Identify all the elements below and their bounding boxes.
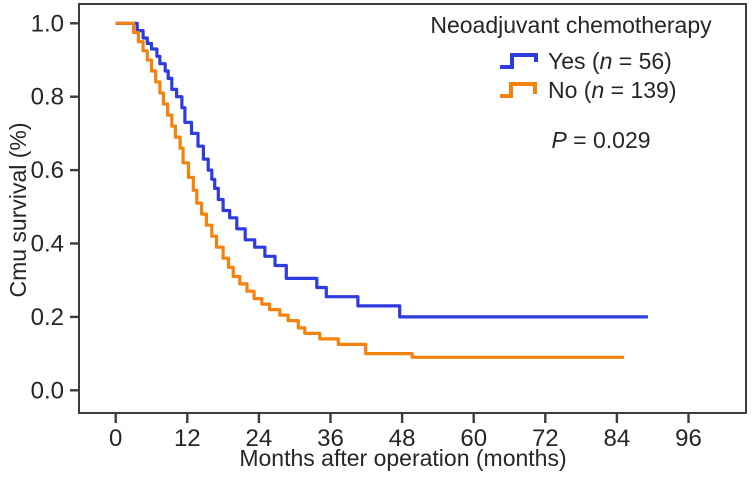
km-curve-yes: [115, 21, 648, 319]
legend-label-yes-n: n: [600, 48, 613, 74]
y-tick-label: 1.0: [31, 10, 64, 37]
x-tick-label: 96: [675, 425, 702, 452]
x-tick-label: 60: [460, 425, 487, 452]
legend-label-no-post: = 139): [604, 77, 676, 103]
p-value-text: = 0.029: [567, 127, 651, 153]
legend: Neoadjuvant chemotherapy Yes (n = 56) No…: [430, 12, 712, 153]
y-axis-label: Cmu survival (%): [5, 122, 31, 297]
x-axis-ticks: 0 12 24 36 48 60 72 84 96: [109, 413, 702, 452]
x-tick-label: 24: [246, 425, 273, 452]
x-tick-label: 12: [174, 425, 201, 452]
km-curve-no: [115, 21, 625, 359]
no-step-line-icon: [500, 82, 537, 98]
legend-entry-yes: Yes (n = 56): [500, 48, 672, 74]
y-tick-label: 0.8: [31, 84, 64, 111]
legend-label-no-n: n: [591, 77, 604, 103]
legend-entry-no: No (n = 139): [500, 77, 677, 103]
p-value: P = 0.029: [551, 127, 650, 153]
legend-label-yes: Yes (n = 56): [548, 48, 672, 74]
p-value-symbol: P: [551, 127, 567, 153]
legend-title: Neoadjuvant chemotherapy: [430, 12, 712, 38]
plot-area-border: [78, 3, 747, 414]
x-axis-label: Months after operation (months): [239, 445, 566, 471]
x-tick-label: 48: [389, 425, 416, 452]
y-tick-label: 0.4: [31, 231, 64, 258]
y-tick-label: 0.6: [31, 157, 64, 184]
legend-label-no-pre: No (: [548, 77, 592, 103]
y-tick-label: 0.2: [31, 304, 64, 331]
x-tick-label: 72: [532, 425, 559, 452]
y-axis-ticks: 0.0 0.2 0.4 0.6 0.8 1.0: [31, 10, 79, 404]
legend-label-yes-post: = 56): [612, 48, 671, 74]
yes-step-line-icon: [500, 53, 538, 69]
legend-label-yes-pre: Yes (: [548, 48, 600, 74]
x-tick-label: 36: [317, 425, 344, 452]
x-tick-label: 84: [604, 425, 631, 452]
y-tick-label: 0.0: [31, 377, 64, 404]
x-tick-label: 0: [109, 425, 122, 452]
legend-label-no: No (n = 139): [548, 77, 677, 103]
